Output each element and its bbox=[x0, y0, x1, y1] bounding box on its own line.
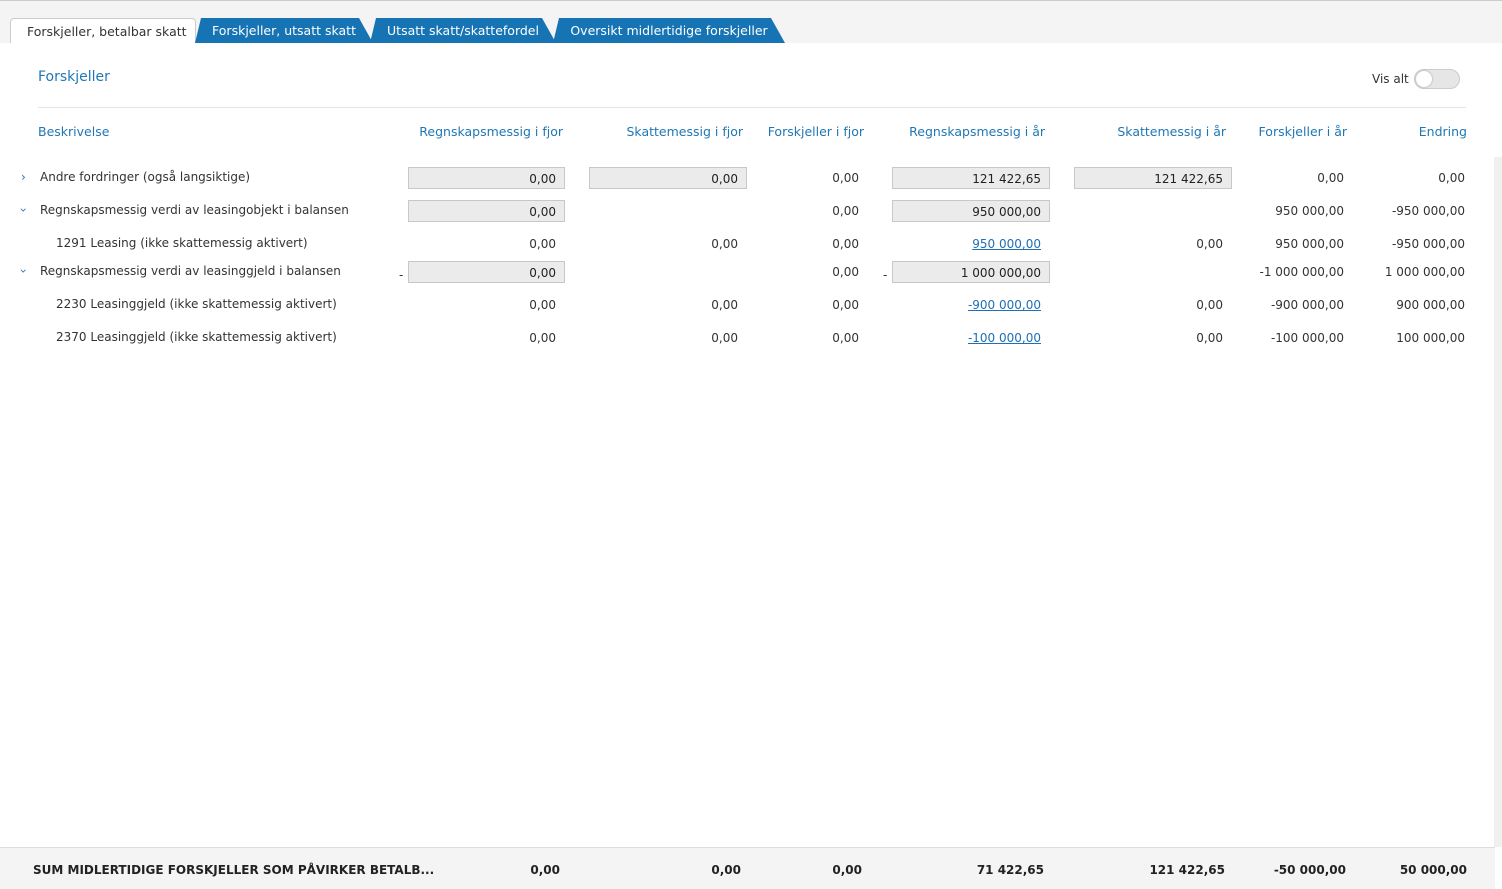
value-cell: -950 000,00 bbox=[1391, 204, 1465, 218]
column-header[interactable]: Endring bbox=[1418, 124, 1467, 139]
value-cell: -100 000,00 bbox=[1270, 331, 1344, 345]
toggle-switch[interactable] bbox=[1414, 69, 1460, 89]
column-header[interactable]: Forskjeller i fjor bbox=[767, 124, 864, 139]
tab[interactable]: Oversikt midlertidige forskjeller bbox=[553, 18, 785, 43]
sign: - bbox=[399, 268, 404, 282]
footer-cell: -50 000,00 bbox=[1273, 863, 1346, 877]
tab[interactable]: Utsatt skatt/skattefordel bbox=[370, 18, 556, 43]
value-cell: 0,00 bbox=[711, 331, 738, 345]
column-header[interactable]: Skattemessig i fjor bbox=[626, 124, 744, 139]
footer-cell: 50 000,00 bbox=[1399, 863, 1467, 877]
footer-cell: 121 422,65 bbox=[1149, 863, 1225, 877]
row-label: Regnskapsmessig verdi av leasingobjekt i… bbox=[40, 203, 349, 217]
value-cell: 0,00 bbox=[529, 331, 556, 345]
value-input[interactable]: 1 000 000,00 bbox=[892, 261, 1050, 283]
value-cell: 0,00 bbox=[529, 237, 556, 251]
value-cell: 950 000,00 bbox=[1275, 204, 1344, 218]
value-cell: 0,00 bbox=[1196, 298, 1223, 312]
value-input[interactable]: 121 422,65 bbox=[1074, 167, 1232, 189]
value-cell: 0,00 bbox=[1196, 331, 1223, 345]
column-header[interactable]: Skattemessig i år bbox=[1117, 124, 1226, 139]
value-cell: 0,00 bbox=[832, 298, 859, 312]
value-link[interactable]: -900 000,00 bbox=[967, 298, 1041, 312]
value-input[interactable]: 950 000,00 bbox=[892, 200, 1050, 222]
footer-cell: 0,00 bbox=[832, 863, 862, 877]
footer-cell: 71 422,65 bbox=[976, 863, 1044, 877]
toggle-label: Vis alt bbox=[1372, 72, 1409, 86]
value-cell: 0,00 bbox=[832, 237, 859, 251]
value-cell: 900 000,00 bbox=[1396, 298, 1465, 312]
value-link[interactable]: 950 000,00 bbox=[972, 237, 1041, 251]
column-header[interactable]: Forskjeller i år bbox=[1258, 124, 1347, 139]
column-header[interactable]: Beskrivelse bbox=[38, 124, 110, 139]
divider bbox=[38, 107, 1466, 108]
value-cell: 0,00 bbox=[832, 171, 859, 185]
row-label: Regnskapsmessig verdi av leasinggjeld i … bbox=[40, 264, 341, 278]
column-header[interactable]: Regnskapsmessig i år bbox=[909, 124, 1045, 139]
sign: - bbox=[883, 268, 888, 282]
section-title: Forskjeller bbox=[38, 69, 110, 85]
value-cell: 0,00 bbox=[1317, 171, 1344, 185]
footer-bar bbox=[0, 847, 1495, 889]
value-cell: 0,00 bbox=[1438, 171, 1465, 185]
footer-cell: SUM MIDLERTIDIGE FORSKJELLER SOM PÅVIRKE… bbox=[33, 863, 435, 877]
value-cell: -950 000,00 bbox=[1391, 237, 1465, 251]
expand-toggle[interactable]: › bbox=[16, 268, 31, 274]
value-input[interactable]: 121 422,65 bbox=[892, 167, 1050, 189]
value-cell: 0,00 bbox=[832, 331, 859, 345]
value-cell: 1 000 000,00 bbox=[1384, 265, 1465, 279]
value-cell: 0,00 bbox=[1196, 237, 1223, 251]
tab[interactable]: Forskjeller, betalbar skatt bbox=[10, 18, 196, 43]
row-label: 2230 Leasinggjeld (ikke skattemessig akt… bbox=[56, 297, 337, 311]
value-cell: -1 000 000,00 bbox=[1259, 265, 1345, 279]
column-header[interactable]: Regnskapsmessig i fjor bbox=[419, 124, 563, 139]
value-cell: 950 000,00 bbox=[1275, 237, 1344, 251]
row-label: 1291 Leasing (ikke skattemessig aktivert… bbox=[56, 236, 308, 250]
value-input[interactable]: 0,00 bbox=[408, 167, 565, 189]
value-cell: -900 000,00 bbox=[1270, 298, 1344, 312]
tab[interactable]: Forskjeller, utsatt skatt bbox=[195, 18, 373, 43]
footer-cell: 0,00 bbox=[711, 863, 741, 877]
value-input[interactable]: 0,00 bbox=[408, 200, 565, 222]
expand-toggle[interactable]: › bbox=[21, 170, 26, 184]
row-label: Andre fordringer (også langsiktige) bbox=[40, 170, 251, 184]
value-cell: 0,00 bbox=[529, 298, 556, 312]
value-cell: 0,00 bbox=[832, 204, 859, 218]
value-cell: 0,00 bbox=[711, 237, 738, 251]
footer-cell: 0,00 bbox=[530, 863, 560, 877]
row-label: 2370 Leasinggjeld (ikke skattemessig akt… bbox=[56, 330, 337, 344]
value-input[interactable]: 0,00 bbox=[589, 167, 747, 189]
expand-toggle[interactable]: › bbox=[16, 207, 31, 213]
value-input[interactable]: 0,00 bbox=[408, 261, 565, 283]
value-link[interactable]: -100 000,00 bbox=[967, 331, 1041, 345]
value-cell: 100 000,00 bbox=[1396, 331, 1465, 345]
scrollbar[interactable] bbox=[1494, 157, 1502, 847]
value-cell: 0,00 bbox=[832, 265, 859, 279]
value-cell: 0,00 bbox=[711, 298, 738, 312]
